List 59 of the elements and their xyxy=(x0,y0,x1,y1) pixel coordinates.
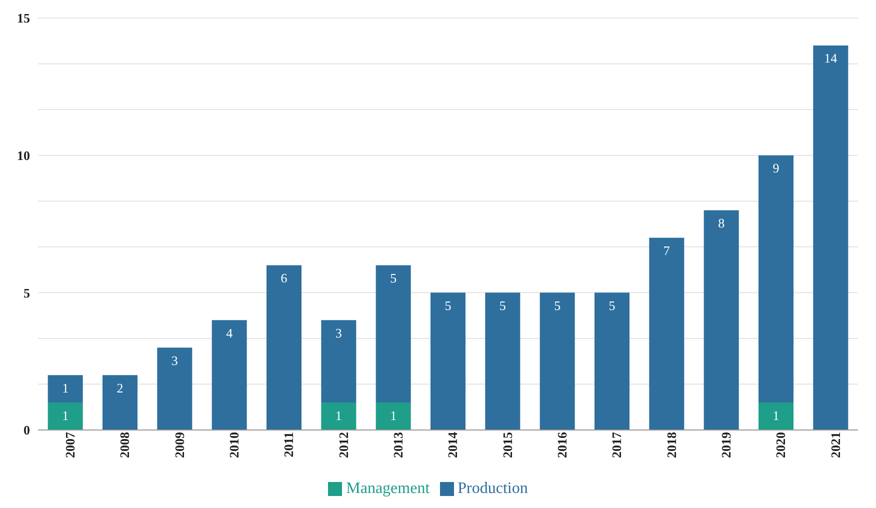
bar xyxy=(48,375,83,403)
data-label: 14 xyxy=(824,50,838,66)
x-tick-label: 2021 xyxy=(828,432,843,458)
legend-label: Production xyxy=(458,480,528,497)
bar xyxy=(102,375,138,430)
bar xyxy=(266,265,302,430)
bar xyxy=(157,348,192,430)
bar xyxy=(594,292,630,430)
bar xyxy=(813,45,848,430)
bar xyxy=(321,402,356,430)
x-tick-label: 2008 xyxy=(117,432,132,458)
x-tick-label: 2015 xyxy=(500,432,515,458)
x-tick-label: 2012 xyxy=(336,432,351,458)
bar xyxy=(212,320,247,430)
data-label: 1 xyxy=(62,408,69,423)
bar xyxy=(48,402,83,430)
bar xyxy=(704,210,739,430)
bar xyxy=(321,320,356,403)
data-label: 5 xyxy=(608,298,616,313)
data-label: 5 xyxy=(499,298,506,313)
x-tick-label: 2014 xyxy=(445,432,460,458)
legend-label: Management xyxy=(346,480,430,497)
data-label: 4 xyxy=(226,325,234,340)
y-tick-label: 15 xyxy=(17,10,30,26)
y-tick-label: 10 xyxy=(17,148,30,163)
bar xyxy=(430,292,466,430)
data-label: 2 xyxy=(116,380,124,396)
data-label: 5 xyxy=(390,270,397,286)
x-tick-label: 2019 xyxy=(718,432,734,458)
x-tick-label: 2013 xyxy=(390,432,406,458)
x-tick-label: 2010 xyxy=(226,432,242,458)
data-label: 3 xyxy=(335,325,342,340)
y-tick-label: 0 xyxy=(24,422,30,438)
bar xyxy=(758,402,794,430)
data-label: 1 xyxy=(62,380,69,396)
x-tick-label: 2007 xyxy=(62,432,78,458)
data-label: 6 xyxy=(280,270,288,286)
bar xyxy=(376,402,411,430)
x-tick-label: 2017 xyxy=(609,432,624,458)
bar xyxy=(758,155,794,403)
x-tick-label: 2020 xyxy=(773,432,788,458)
bar xyxy=(485,292,520,430)
bar xyxy=(376,265,411,403)
x-tick-label: 2016 xyxy=(554,432,570,458)
data-label: 9 xyxy=(772,160,780,176)
data-label: 8 xyxy=(718,215,725,230)
data-label: 3 xyxy=(171,352,178,368)
bar xyxy=(540,292,575,430)
data-label: 5 xyxy=(444,298,452,313)
data-label: 5 xyxy=(554,298,561,313)
data-label: 7 xyxy=(663,242,670,258)
y-tick-label: 5 xyxy=(24,285,30,300)
bar xyxy=(649,238,684,430)
x-tick-label: 2018 xyxy=(664,432,679,458)
x-tick-label: 2011 xyxy=(281,432,296,458)
data-label: 1 xyxy=(772,408,780,423)
x-tick-label: 2009 xyxy=(172,432,187,458)
data-label: 1 xyxy=(390,408,397,423)
data-label: 1 xyxy=(335,408,342,423)
